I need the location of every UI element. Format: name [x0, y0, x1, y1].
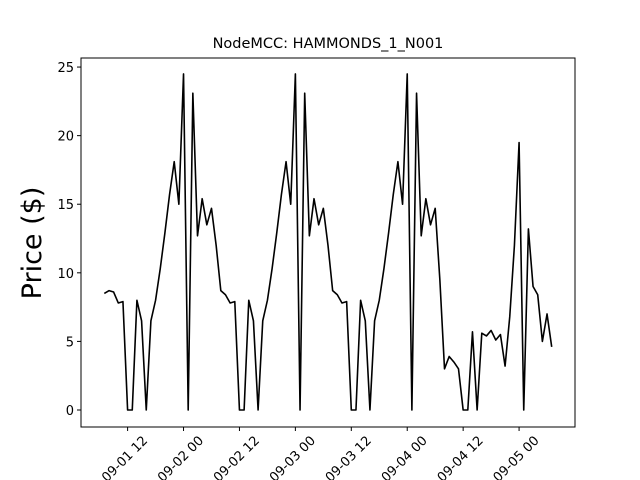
y-tick-label: 25: [57, 61, 74, 76]
y-tick-label: 15: [57, 198, 74, 213]
y-tick-label: 20: [57, 130, 74, 145]
plot-frame: [80, 57, 576, 428]
y-tick-label: 0: [66, 404, 74, 419]
y-tick-label: 5: [66, 335, 74, 350]
y-tick-label: 10: [57, 267, 74, 282]
chart-title: NodeMCC: HAMMONDS_1_N001: [213, 36, 444, 52]
y-axis-label: Price ($): [17, 187, 48, 300]
price-line: [103, 73, 553, 411]
